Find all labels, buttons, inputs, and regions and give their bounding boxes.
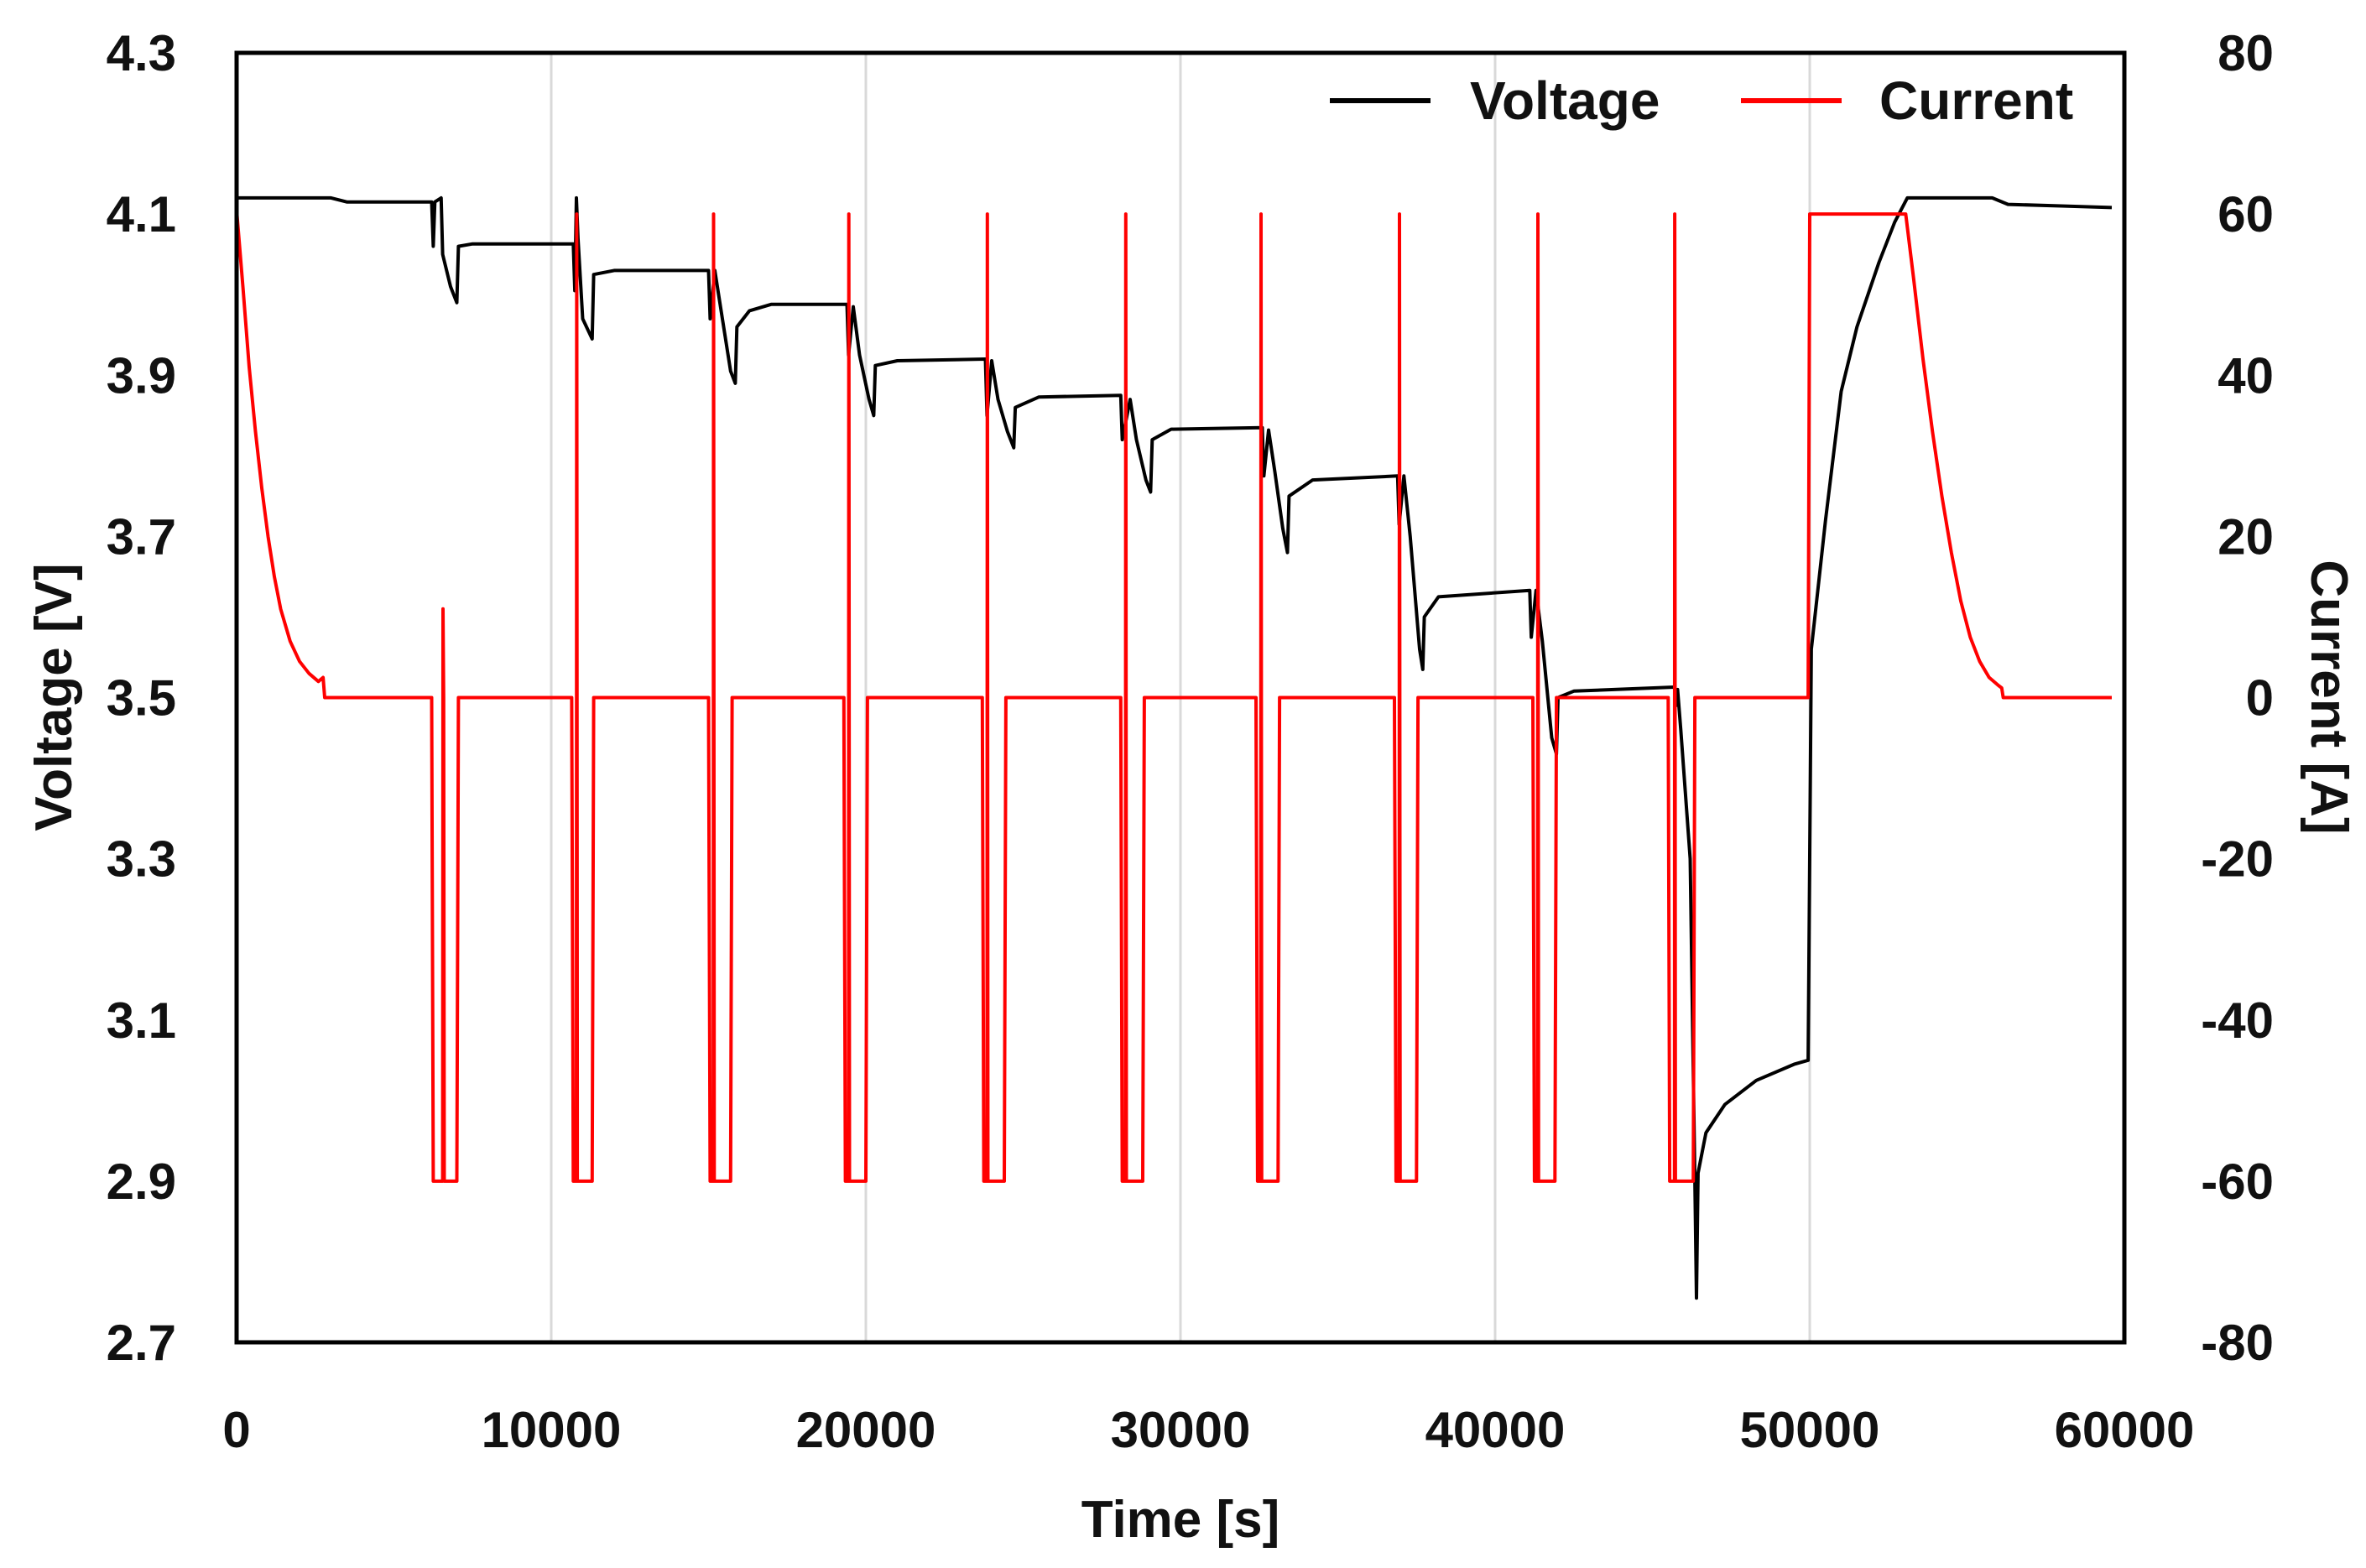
series-current-line — [235, 212, 2112, 1183]
y-left-tick-label: 3.3 — [107, 831, 176, 888]
legend-current-label: Current — [1879, 70, 2073, 131]
y-right-tick-label: -80 — [2201, 1315, 2274, 1371]
series-voltage-line — [237, 195, 2113, 1300]
plot-area-frame — [234, 50, 2127, 1345]
x-tick-label: 0 — [222, 1402, 250, 1458]
y-right-axis-title: Current [A] — [2300, 560, 2358, 834]
y-right-tick-label: -20 — [2201, 831, 2274, 888]
y-left-tick-label: 4.3 — [107, 25, 176, 81]
y-left-axis-title: Voltage [V] — [25, 563, 83, 831]
legend: Voltage Current — [1330, 70, 2073, 131]
y-right-tick-label: 0 — [2246, 670, 2274, 727]
x-tick-label: 10000 — [482, 1402, 622, 1458]
x-tick-label: 40000 — [1425, 1402, 1566, 1458]
x-tick-label: 30000 — [1111, 1402, 1251, 1458]
x-tick-label: 50000 — [1740, 1402, 1880, 1458]
y-left-tick-label: 3.1 — [107, 992, 176, 1049]
y-left-tick-label: 2.7 — [107, 1315, 176, 1371]
x-tick-label: 20000 — [796, 1402, 936, 1458]
x-tick-label: 60000 — [2055, 1402, 2195, 1458]
y-left-tick-label: 3.7 — [107, 508, 176, 565]
y-left-tick-label: 4.1 — [107, 186, 176, 242]
series-layer — [235, 195, 2113, 1300]
y-left-tick-label: 3.9 — [107, 347, 176, 404]
legend-voltage-label: Voltage — [1470, 70, 1660, 131]
y-right-tick-label: 40 — [2217, 347, 2274, 404]
y-right-tick-label: 60 — [2217, 186, 2274, 242]
x-axis-title: Time [s] — [1081, 1491, 1280, 1549]
y-left-tick-label: 3.5 — [107, 670, 176, 727]
y-right-tick-label: -60 — [2201, 1154, 2274, 1210]
y-right-tick-label: -40 — [2201, 992, 2274, 1049]
y-right-tick-label: 20 — [2217, 508, 2274, 565]
tick-labels: 0 10000 20000 30000 40000 50000 60000 2.7 2.9 3.1… — [107, 25, 2274, 1458]
y-left-tick-label: 2.9 — [107, 1154, 176, 1210]
y-right-tick-label: 80 — [2217, 25, 2274, 81]
